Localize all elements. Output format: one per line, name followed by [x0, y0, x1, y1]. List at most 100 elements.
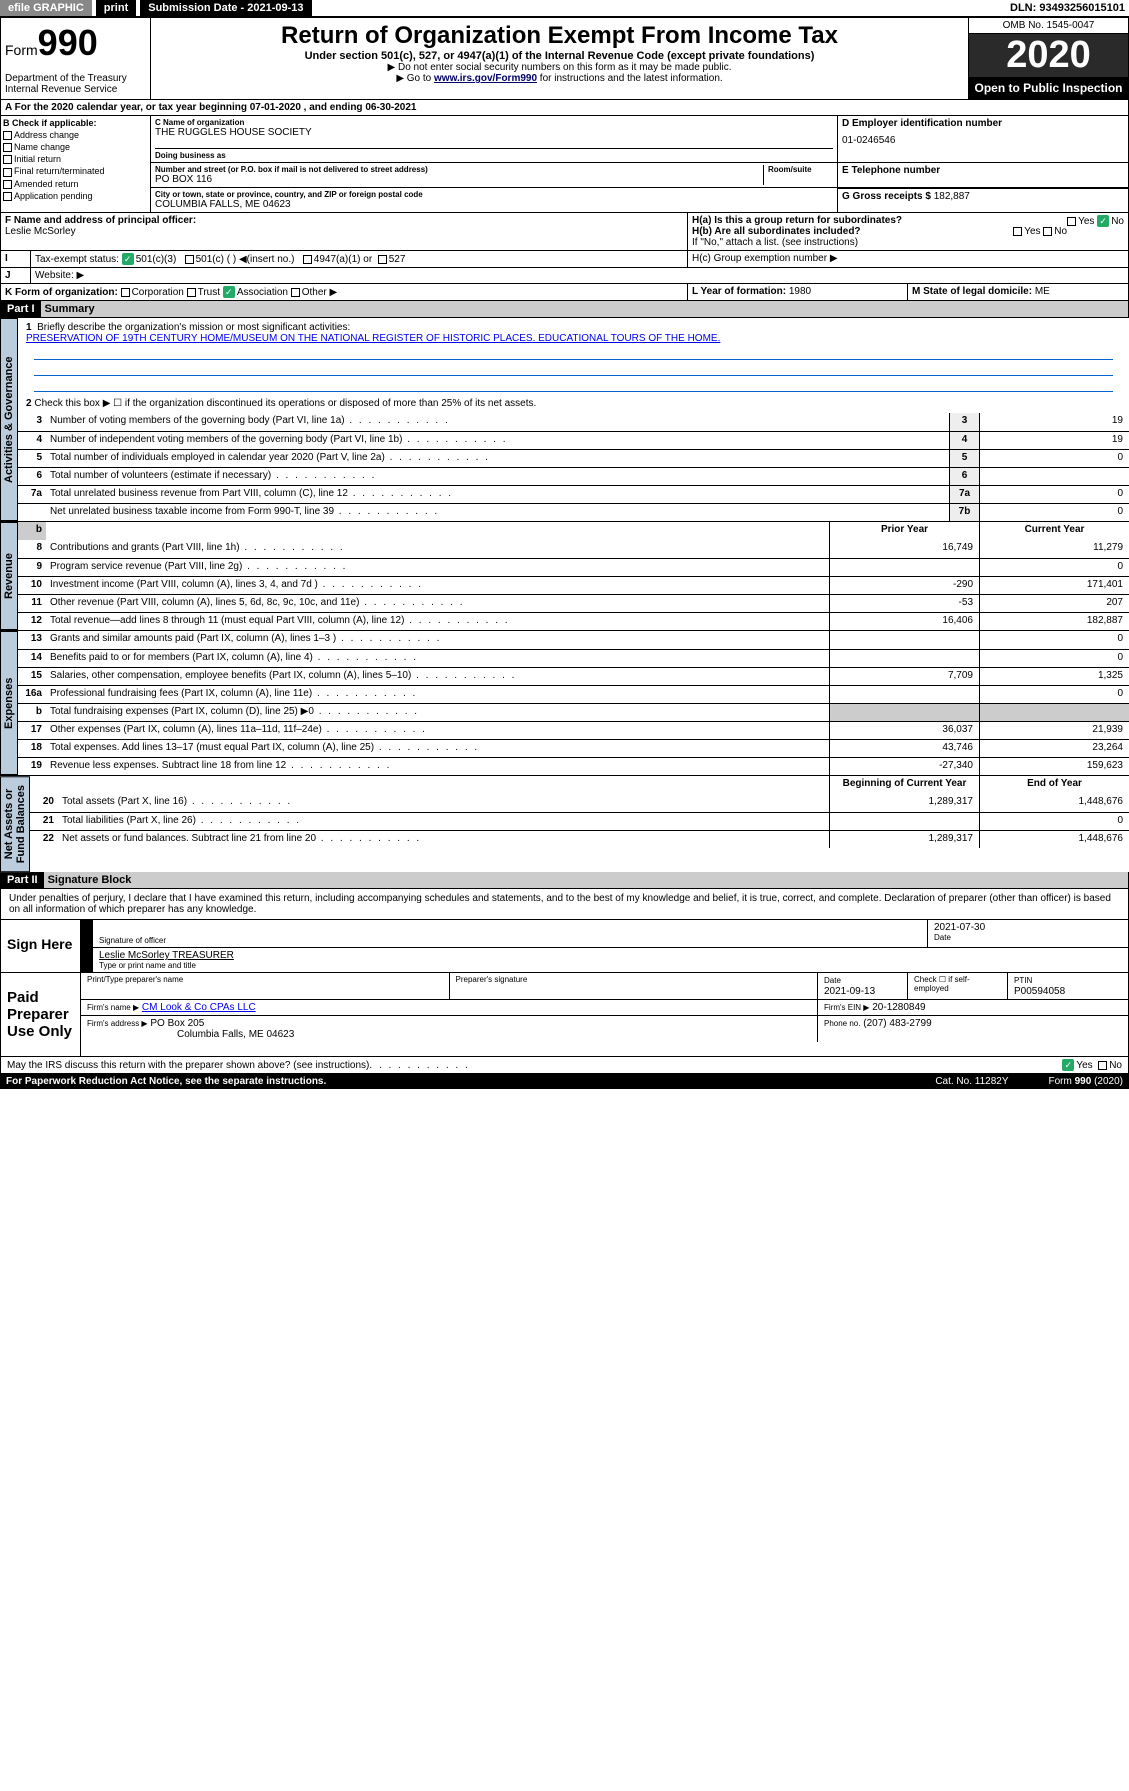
- submission-date-button[interactable]: Submission Date - 2021-09-13: [140, 0, 311, 16]
- checkbox-icon[interactable]: [303, 255, 312, 264]
- line2-num: 2: [26, 398, 32, 409]
- form-title: Return of Organization Exempt From Incom…: [155, 22, 964, 50]
- self-emp-hdr: Check ☐ if self-employed: [908, 973, 1008, 999]
- form-990: 990: [38, 22, 98, 63]
- check-icon: ✓: [223, 286, 235, 298]
- hb: H(b) Are all subordinates included? Yes …: [692, 226, 1124, 237]
- e-phone-label: E Telephone number: [842, 165, 1124, 176]
- mission-text: PRESERVATION OF 19TH CENTURY HOME/MUSEUM…: [26, 333, 720, 344]
- discuss-row: May the IRS discuss this return with the…: [0, 1057, 1129, 1074]
- checkbox-icon[interactable]: [378, 255, 387, 264]
- table-row: 14Benefits paid to or for members (Part …: [18, 649, 1129, 667]
- checkbox-icon[interactable]: [3, 155, 12, 164]
- discuss-yes: Yes: [1076, 1060, 1092, 1071]
- print-button[interactable]: print: [96, 0, 136, 16]
- cb-address: Address change: [3, 130, 148, 140]
- sign-here-block: Sign Here Signature of officer 2021-07-3…: [0, 920, 1129, 973]
- irs-link[interactable]: www.irs.gov/Form990: [434, 73, 537, 84]
- check-icon: ✓: [1097, 215, 1109, 227]
- block-b-title: B Check if applicable:: [3, 118, 148, 128]
- table-row: 11Other revenue (Part VIII, column (A), …: [18, 594, 1129, 612]
- vtab-governance: Activities & Governance: [0, 318, 18, 521]
- table-row: 18Total expenses. Add lines 13–17 (must …: [18, 739, 1129, 757]
- block-b: B Check if applicable: Address change Na…: [1, 116, 151, 212]
- d-ein-label: D Employer identification number: [842, 118, 1124, 129]
- goto-post: for instructions and the latest informat…: [537, 73, 723, 84]
- j-label: J: [1, 268, 31, 283]
- checkbox-icon[interactable]: [1067, 217, 1076, 226]
- firm-ein-label: Firm's EIN ▶: [824, 1003, 869, 1012]
- checkbox-icon[interactable]: [3, 143, 12, 152]
- net-header-row: Beginning of Current Year End of Year: [30, 776, 1129, 794]
- sig-officer-label: Signature of officer: [99, 936, 921, 945]
- cb-name: Name change: [3, 142, 148, 152]
- checkbox-icon[interactable]: [3, 180, 12, 189]
- firm-addr-label: Firm's address ▶: [87, 1019, 148, 1028]
- 501c: 501(c) ( ) ◀(insert no.): [196, 254, 295, 265]
- part1-badge: Part I: [1, 301, 41, 317]
- g-label: G Gross receipts $: [842, 191, 931, 202]
- checkbox-icon[interactable]: [185, 255, 194, 264]
- section-revenue: Revenue b Prior Year Current Year 8Contr…: [0, 522, 1129, 631]
- table-row: 10Investment income (Part VIII, column (…: [18, 576, 1129, 594]
- header-grid: B Check if applicable: Address change Na…: [0, 116, 1129, 213]
- table-row: Net unrelated business taxable income fr…: [18, 503, 1129, 521]
- efile-label: efile GRAPHIC: [0, 0, 92, 16]
- part2-title: Signature Block: [44, 872, 1128, 888]
- year-formation: 1980: [789, 286, 811, 297]
- city-label: City or town, state or province, country…: [155, 190, 833, 199]
- tax-exempt-label: Tax-exempt status:: [35, 254, 119, 265]
- rev-header-row: b Prior Year Current Year: [18, 522, 1129, 540]
- table-row: 21Total liabilities (Part X, line 26)0: [30, 812, 1129, 830]
- checkbox-icon[interactable]: [291, 288, 300, 297]
- arrow-icon: [81, 920, 93, 972]
- dln-label: DLN: 93493256015101: [1010, 2, 1129, 14]
- part2-header: Part II Signature Block: [0, 872, 1129, 889]
- state-domicile: ME: [1035, 286, 1050, 297]
- checkbox-icon[interactable]: [3, 131, 12, 140]
- firm-name-link[interactable]: CM Look & Co CPAs LLC: [142, 1002, 256, 1013]
- table-row: 6Total number of volunteers (estimate if…: [18, 467, 1129, 485]
- cb-amended: Amended return: [3, 179, 148, 189]
- room-label: Room/suite: [768, 165, 833, 174]
- omb-number: OMB No. 1545-0047: [969, 18, 1128, 34]
- hb-note: If "No," attach a list. (see instruction…: [692, 237, 1124, 248]
- line1-label: Briefly describe the organization's miss…: [37, 322, 350, 333]
- checkbox-icon[interactable]: [3, 192, 12, 201]
- table-row: 17Other expenses (Part IX, column (A), l…: [18, 721, 1129, 739]
- paid-preparer-label: Paid Preparer Use Only: [1, 973, 81, 1056]
- section-net-assets: Net Assets or Fund Balances Beginning of…: [0, 776, 1129, 872]
- top-bar: efile GRAPHIC print Submission Date - 20…: [0, 0, 1129, 17]
- checkbox-icon[interactable]: [187, 288, 196, 297]
- table-row: 5Total number of individuals employed in…: [18, 449, 1129, 467]
- dba-label: Doing business as: [155, 148, 833, 160]
- checkbox-icon[interactable]: [1013, 227, 1022, 236]
- discuss-text: May the IRS discuss this return with the…: [7, 1060, 369, 1071]
- line1-num: 1: [26, 322, 32, 333]
- goto-pre: ▶ Go to: [396, 73, 434, 84]
- vtab-revenue: Revenue: [0, 522, 18, 630]
- open-to-public: Open to Public Inspection: [969, 77, 1128, 99]
- form-word: Form: [5, 42, 38, 58]
- sig-date: 2021-07-30: [934, 922, 1122, 933]
- checkbox-icon[interactable]: [121, 288, 130, 297]
- addr-value: PO BOX 116: [155, 174, 763, 185]
- curr-year-hdr: Current Year: [979, 522, 1129, 540]
- form-number: Form990: [5, 22, 146, 64]
- m-label: M State of legal domicile:: [912, 286, 1032, 297]
- firm-addr2: Columbia Falls, ME 04623: [177, 1029, 294, 1040]
- checkbox-icon[interactable]: [3, 168, 12, 177]
- row-fh: F Name and address of principal officer:…: [0, 213, 1129, 251]
- row-j: J Website: ▶: [0, 268, 1129, 284]
- table-row: bTotal fundraising expenses (Part IX, co…: [18, 703, 1129, 721]
- prep-date-hdr: Date: [824, 976, 841, 985]
- table-row: 7aTotal unrelated business revenue from …: [18, 485, 1129, 503]
- checkbox-icon[interactable]: [1043, 227, 1052, 236]
- table-row: 22Net assets or fund balances. Subtract …: [30, 830, 1129, 848]
- 501c3: 501(c)(3): [136, 254, 177, 265]
- name-title-label: Type or print name and title: [99, 961, 1122, 970]
- part1-header: Part I Summary: [0, 301, 1129, 318]
- table-row: 20Total assets (Part X, line 16)1,289,31…: [30, 794, 1129, 812]
- check-icon: ✓: [122, 253, 134, 265]
- checkbox-icon[interactable]: [1098, 1061, 1107, 1070]
